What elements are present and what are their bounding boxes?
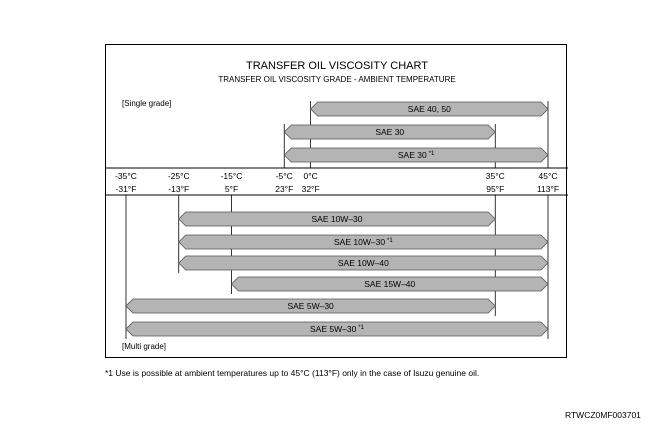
tick-label-celsius: -35°C <box>115 171 137 181</box>
multi-grade-bar <box>125 298 496 314</box>
tick-label-fahrenheit: 5°F <box>225 184 238 194</box>
footnote-marker: *1 <box>358 325 364 331</box>
multi-grade-bar-label: SAE 10W–40 <box>338 258 389 268</box>
single-grade-bar <box>283 147 549 163</box>
multi-grade-bar <box>178 234 549 250</box>
tick-label-fahrenheit: 113°F <box>537 184 559 194</box>
chart-subtitle: TRANSFER OIL VISCOSITY GRADE - AMBIENT T… <box>218 75 455 84</box>
tick-label-celsius: -15°C <box>221 171 243 181</box>
multi-grade-bar <box>178 211 496 227</box>
multi-grade-bar-label: SAE 10W–30 *1 <box>334 237 393 247</box>
multi-grade-bar <box>178 255 549 271</box>
tick-label-fahrenheit: -31°F <box>116 184 137 194</box>
document-code: RTWCZ0MF003701 <box>565 410 641 420</box>
multi-grade-label: [Multi grade] <box>122 342 166 351</box>
tick-label-fahrenheit: 32°F <box>302 184 320 194</box>
tick-label-fahrenheit: 95°F <box>486 184 504 194</box>
tick-label-fahrenheit: 23°F <box>275 184 293 194</box>
footnote: *1 Use is possible at ambient temperatur… <box>105 368 480 378</box>
multi-grade-bar <box>230 276 549 292</box>
tick-label-celsius: -5°C <box>276 171 293 181</box>
multi-grade-bar-label: SAE 15W–40 <box>364 279 415 289</box>
single-grade-label: [Single grade] <box>122 99 171 108</box>
footnote-marker: *1 <box>429 151 435 157</box>
single-grade-bar <box>310 101 549 117</box>
single-grade-bar-label: SAE 30 <box>375 127 404 137</box>
chart-frame: TRANSFER OIL VISCOSITY CHART TRANSFER OIL… <box>105 44 568 358</box>
multi-grade-bar-label: SAE 5W–30 *1 <box>310 324 365 334</box>
tick-label-celsius: -25°C <box>168 171 190 181</box>
multi-grade-bar-label: SAE 10W–30 <box>311 214 362 224</box>
multi-grade-bar-label: SAE 5W–30 <box>287 301 334 311</box>
single-grade-bar-label: SAE 40, 50 <box>408 104 451 114</box>
tick-label-celsius: 45°C <box>539 171 558 181</box>
single-grade-bar-label: SAE 30 *1 <box>398 150 435 160</box>
tick-label-celsius: 35°C <box>486 171 505 181</box>
multi-grade-bar <box>125 321 549 337</box>
chart-title: TRANSFER OIL VISCOSITY CHART <box>246 60 428 72</box>
tick-label-celsius: 0°C <box>303 171 317 181</box>
footnote-marker: *1 <box>387 238 393 244</box>
single-grade-bar <box>283 124 496 140</box>
tick-label-fahrenheit: -13°F <box>168 184 189 194</box>
viscosity-chart: TRANSFER OIL VISCOSITY CHART TRANSFER OIL… <box>106 60 568 351</box>
